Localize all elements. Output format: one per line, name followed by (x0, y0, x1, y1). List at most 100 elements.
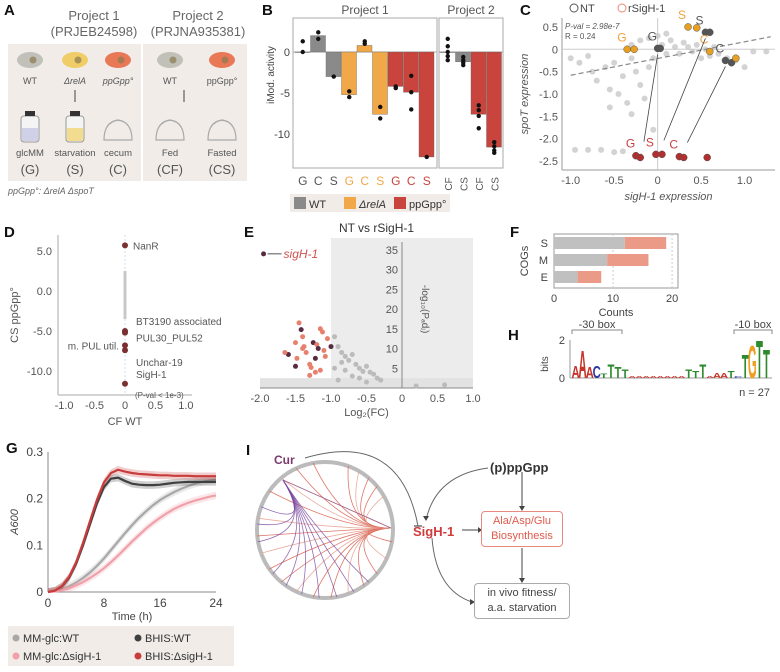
logo-letter: T (600, 372, 607, 379)
legend-bg (290, 194, 450, 212)
bar-segment (554, 254, 608, 266)
significant-point (317, 367, 323, 373)
logo-letter: T (742, 349, 749, 386)
y-axis-label: -log₁₀(Pₐdⱼ) (419, 285, 430, 334)
bar (325, 51, 342, 77)
x-tick-label: -0.5 (357, 393, 376, 405)
background-point (654, 32, 661, 39)
significant-point (307, 372, 313, 378)
group-point (684, 23, 692, 31)
nonsig-point (349, 351, 355, 357)
point-label: m. PUL util. (68, 341, 119, 352)
background-point (685, 44, 692, 51)
legend-label: ΔrelA (358, 199, 386, 211)
arrowhead-icon (478, 527, 482, 533)
significant-point (293, 340, 298, 346)
data-point (424, 154, 429, 160)
y-tick-label: M (539, 255, 548, 267)
significant-point (312, 355, 318, 361)
background-point (628, 111, 635, 118)
minus30-label: -30 box (579, 319, 616, 331)
logo-letter: A (656, 376, 664, 379)
y-tick-label: -5 (280, 88, 290, 100)
background-point (593, 77, 600, 84)
regulon-link (295, 468, 392, 529)
background-point (698, 55, 705, 62)
bar-segment (577, 271, 602, 283)
arrowhead-icon (519, 506, 525, 511)
background-point (715, 50, 722, 57)
nonsig-point (356, 375, 362, 381)
bar (403, 51, 419, 93)
significant-point (328, 344, 334, 350)
data-point (409, 107, 414, 112)
y-tick-label: E (541, 272, 548, 284)
background-point (619, 148, 626, 155)
mouse-ear (161, 119, 177, 125)
nonsig-point (353, 361, 359, 367)
background-point (663, 50, 670, 57)
project2-title: Project 2 (PRJNA935381) (148, 8, 248, 40)
y-tick-label: 35 (386, 245, 398, 257)
data-point (347, 94, 352, 100)
cur-link (282, 479, 369, 583)
nonsig-point (335, 377, 341, 383)
condition-label: cecum (104, 148, 132, 159)
y-tick-label: 0.1 (26, 538, 43, 552)
legend-label: MM-glc:ΔsigH-1 (23, 651, 101, 663)
background-point (567, 55, 574, 62)
significant-point (314, 342, 320, 348)
x-tick-label: CF (475, 177, 486, 190)
series-line (47, 478, 217, 594)
group-point (703, 153, 711, 162)
y-tick-label: 0.5 (543, 22, 558, 34)
x-axis-label: sigH-1 expression (624, 191, 712, 203)
cur-sigh-link (282, 479, 392, 529)
significant-point (315, 346, 321, 352)
nonsig-point (339, 359, 345, 365)
legend-nt-marker (569, 3, 579, 13)
group-label: S (695, 13, 703, 27)
minus10-bracket (733, 329, 773, 334)
significant-point (293, 363, 298, 369)
data-point (445, 58, 450, 63)
group-point (636, 153, 644, 162)
y-tick-label: -1.0 (539, 89, 558, 101)
cur-link (282, 479, 338, 598)
nonsig-point (442, 382, 448, 388)
bar-segment (607, 254, 649, 266)
significant-point (324, 336, 330, 342)
shift-arrow (687, 66, 726, 143)
nonsig-point (332, 365, 338, 371)
y-tick-label: 0 (559, 373, 565, 385)
x-tick-label: 10 (607, 293, 619, 305)
labeled-point (122, 347, 128, 354)
background-point (632, 68, 639, 75)
nonsig-point (349, 373, 355, 379)
sigh-to-fitness-arrow (431, 537, 473, 603)
genome-circle (255, 460, 395, 600)
background-point (598, 146, 605, 153)
data-point (316, 36, 321, 42)
labeled-point (122, 329, 128, 336)
x-tick-label: 0 (45, 596, 52, 610)
logo-letter: A (635, 376, 643, 379)
labeled-point (122, 342, 128, 349)
condition-label: Fasted (207, 148, 236, 159)
flask-fill (22, 128, 38, 141)
fitness-line2: a.a. starvation (487, 602, 557, 614)
x-tick-label: S (376, 174, 384, 188)
data-point (461, 54, 466, 60)
group-label: G (626, 137, 635, 151)
background-point (763, 48, 770, 55)
arrowhead-icon (423, 516, 429, 521)
background-point (576, 59, 583, 66)
minus30-bracket (571, 329, 623, 334)
bar (387, 51, 404, 87)
group-point (623, 45, 631, 54)
data-point (445, 44, 450, 49)
cur-link (260, 479, 296, 515)
regulon-link (368, 527, 393, 543)
ppgpp-node: (p)ppGpp (490, 460, 549, 475)
